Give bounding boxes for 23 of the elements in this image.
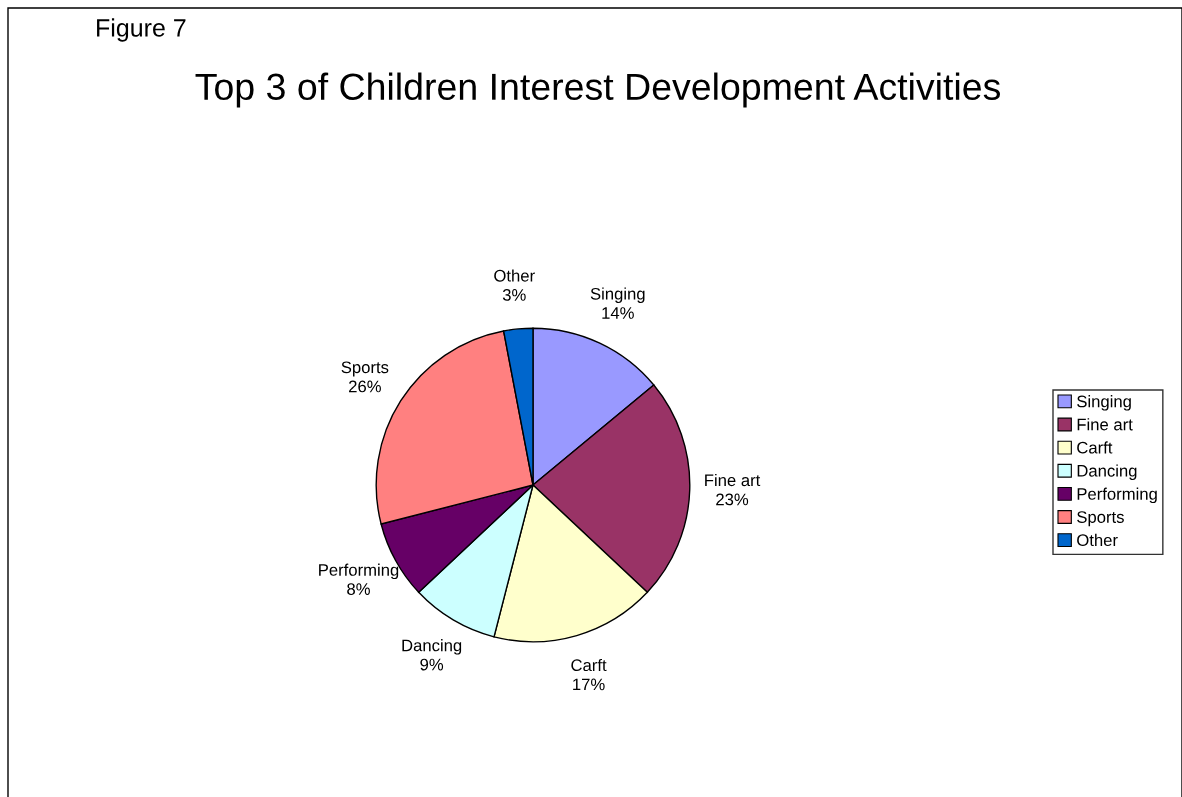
data-label: 23% bbox=[716, 493, 749, 506]
data-label: 3% bbox=[502, 289, 526, 301]
data-label: 8% bbox=[347, 583, 370, 595]
legend-label: Singing bbox=[1077, 395, 1131, 411]
legend-label: Fine art bbox=[1077, 418, 1133, 431]
data-label: 26% bbox=[349, 380, 381, 393]
legend-label: Other bbox=[1077, 533, 1118, 547]
legend-label: Carft bbox=[1077, 441, 1113, 454]
data-label: 14% bbox=[602, 307, 634, 319]
legend-label: Performing bbox=[1077, 487, 1157, 504]
legend-label: Sports bbox=[1077, 511, 1124, 527]
slice-label: Performing bbox=[319, 563, 399, 580]
slice-label: Fine art bbox=[705, 473, 761, 487]
slice-label: Dancing bbox=[402, 639, 462, 655]
legend-label: Dancing bbox=[1077, 464, 1137, 480]
caption: Figure 7 bbox=[97, 18, 186, 42]
slice-label: Singing bbox=[590, 287, 645, 303]
data-label: 9% bbox=[420, 658, 444, 671]
slice-label: Sports bbox=[341, 361, 389, 377]
slice-label: Other bbox=[494, 269, 535, 282]
chart-title: Top 3 of Children Interest Development Activities bbox=[195, 72, 1000, 108]
slice-label: Carft bbox=[571, 658, 607, 672]
data-label: 17% bbox=[573, 678, 605, 691]
